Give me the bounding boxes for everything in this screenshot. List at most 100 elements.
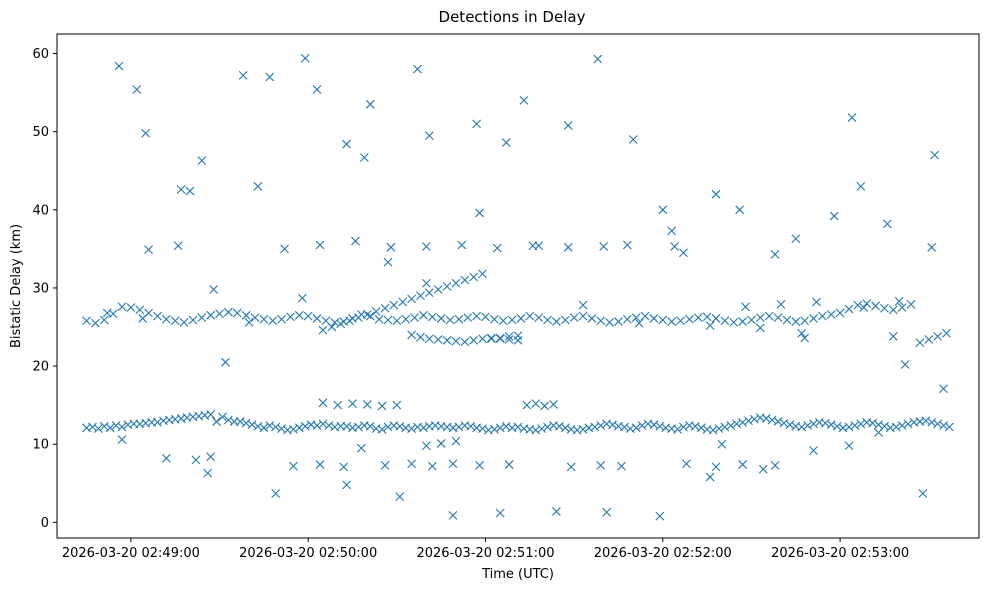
data-point xyxy=(472,119,482,129)
data-point xyxy=(682,459,691,469)
data-point xyxy=(933,419,943,429)
data-point xyxy=(380,303,390,313)
data-point xyxy=(436,439,446,448)
data-point xyxy=(891,422,901,432)
data-point xyxy=(593,54,603,64)
data-points xyxy=(82,53,954,521)
data-point xyxy=(244,317,254,327)
data-point xyxy=(342,421,351,431)
data-point xyxy=(596,460,606,470)
data-point xyxy=(729,317,739,327)
y-axis-ticks: 0 10 20 30 40 50 60 xyxy=(32,47,57,531)
y-axis-label: Bistatic Delay (km) xyxy=(9,224,24,348)
data-point xyxy=(469,272,479,282)
data-point xyxy=(649,314,659,323)
data-point xyxy=(268,316,278,326)
data-point xyxy=(197,156,207,165)
data-point xyxy=(563,242,573,252)
data-point xyxy=(153,311,162,321)
data-point xyxy=(764,311,774,321)
data-point xyxy=(921,416,931,426)
data-point xyxy=(667,226,677,236)
data-point xyxy=(826,420,836,430)
data-point xyxy=(554,421,564,431)
data-point xyxy=(670,242,680,251)
data-point xyxy=(844,441,854,451)
x-tick-label: 2026-03-20 02:52:00 xyxy=(594,546,732,561)
data-point xyxy=(351,236,360,246)
data-point xyxy=(481,312,490,322)
data-point xyxy=(622,240,632,250)
data-point xyxy=(897,421,907,430)
data-point xyxy=(942,328,951,338)
data-point xyxy=(407,294,417,304)
data-point xyxy=(377,401,387,411)
data-point xyxy=(460,337,470,347)
data-point xyxy=(658,315,668,325)
data-point xyxy=(820,418,830,428)
data-point xyxy=(433,335,443,344)
data-point xyxy=(602,507,612,517)
data-point xyxy=(380,460,390,470)
data-point xyxy=(773,417,783,426)
data-point xyxy=(835,308,845,318)
data-point xyxy=(622,314,632,324)
data-point xyxy=(232,308,242,318)
data-point xyxy=(271,422,281,432)
data-point xyxy=(673,424,682,434)
data-point xyxy=(247,420,257,430)
data-point xyxy=(206,310,216,320)
data-point xyxy=(271,489,281,498)
data-point xyxy=(433,285,443,294)
data-point xyxy=(354,313,363,323)
data-point xyxy=(472,311,482,321)
data-point xyxy=(945,422,954,432)
data-point xyxy=(720,316,730,326)
data-point xyxy=(354,422,363,432)
x-tick-label: 2026-03-20 02:51:00 xyxy=(416,546,554,561)
data-point xyxy=(711,189,721,199)
data-point xyxy=(755,313,765,323)
data-point xyxy=(460,275,470,285)
data-point xyxy=(924,335,934,344)
data-point xyxy=(507,315,517,325)
data-point xyxy=(300,421,310,431)
data-point xyxy=(900,360,910,369)
data-point xyxy=(126,303,136,312)
data-point xyxy=(203,468,213,478)
data-point xyxy=(803,421,812,430)
data-point xyxy=(327,322,337,332)
data-point xyxy=(489,314,499,324)
data-point xyxy=(534,241,544,251)
data-point xyxy=(516,314,526,323)
data-point xyxy=(705,321,715,330)
y-tick-label: 50 xyxy=(32,125,49,140)
data-point xyxy=(395,492,405,501)
data-point xyxy=(744,416,753,426)
data-point xyxy=(531,399,541,408)
data-point xyxy=(478,334,487,344)
data-point xyxy=(543,422,552,432)
data-point xyxy=(776,299,786,309)
data-point xyxy=(436,314,446,323)
data-point xyxy=(501,138,511,148)
data-point xyxy=(800,316,810,326)
data-point xyxy=(286,312,295,322)
data-point xyxy=(451,336,461,346)
data-point xyxy=(345,316,354,326)
data-point xyxy=(206,452,216,462)
data-point xyxy=(342,480,351,490)
data-point xyxy=(628,135,638,144)
data-point xyxy=(289,461,298,471)
data-point xyxy=(525,311,535,321)
data-point xyxy=(853,300,863,310)
data-point xyxy=(451,278,461,288)
data-point xyxy=(847,113,857,122)
data-point xyxy=(918,489,928,498)
chart-title: Detections in Delay xyxy=(439,8,586,26)
data-point xyxy=(563,121,573,130)
data-point xyxy=(315,460,325,469)
data-point xyxy=(708,425,718,435)
data-point xyxy=(738,460,747,469)
